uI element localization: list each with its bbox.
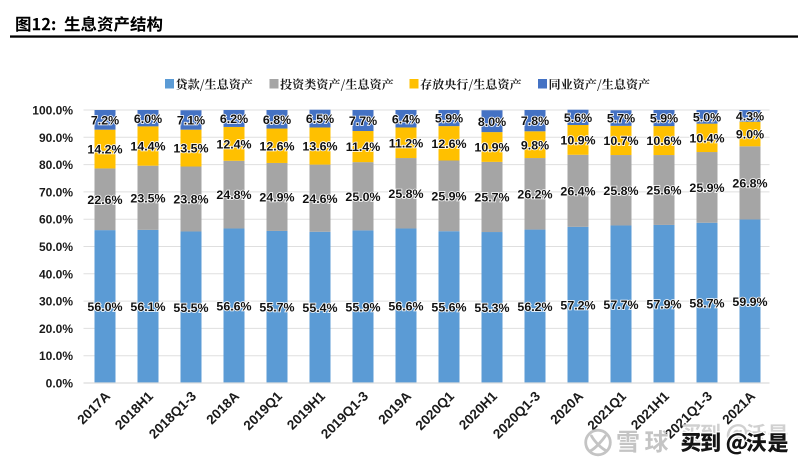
- svg-text:24.6%: 24.6%: [302, 192, 337, 206]
- svg-text:25.7%: 25.7%: [474, 191, 509, 205]
- svg-text:25.9%: 25.9%: [689, 181, 724, 195]
- svg-text:55.3%: 55.3%: [474, 301, 509, 315]
- svg-text:60.0%: 60.0%: [39, 213, 73, 227]
- svg-text:6.4%: 6.4%: [392, 112, 420, 126]
- svg-text:7.1%: 7.1%: [177, 114, 205, 128]
- svg-text:7.8%: 7.8%: [521, 114, 549, 128]
- svg-text:6.2%: 6.2%: [220, 112, 248, 126]
- svg-text:24.9%: 24.9%: [259, 191, 294, 205]
- svg-text:26.8%: 26.8%: [732, 177, 767, 191]
- svg-text:26.2%: 26.2%: [517, 187, 552, 201]
- svg-text:12.6%: 12.6%: [259, 139, 294, 153]
- svg-text:14.4%: 14.4%: [130, 140, 165, 154]
- svg-text:57.2%: 57.2%: [560, 299, 595, 313]
- svg-text:59.9%: 59.9%: [732, 295, 767, 309]
- svg-text:56.6%: 56.6%: [216, 299, 251, 313]
- svg-text:55.4%: 55.4%: [302, 301, 337, 315]
- svg-text:11.2%: 11.2%: [389, 136, 423, 150]
- svg-text:12.4%: 12.4%: [216, 138, 251, 152]
- svg-text:80.0%: 80.0%: [39, 158, 73, 172]
- svg-text:56.2%: 56.2%: [517, 300, 552, 314]
- svg-text:8.0%: 8.0%: [478, 115, 506, 129]
- svg-text:12.6%: 12.6%: [431, 137, 466, 151]
- svg-text:10.9%: 10.9%: [474, 141, 509, 155]
- svg-text:55.7%: 55.7%: [259, 301, 294, 315]
- svg-text:55.6%: 55.6%: [431, 301, 466, 315]
- svg-text:50.0%: 50.0%: [39, 240, 73, 254]
- svg-text:24.8%: 24.8%: [216, 188, 251, 202]
- svg-text:10.4%: 10.4%: [689, 131, 724, 145]
- svg-text:6.0%: 6.0%: [134, 112, 162, 126]
- svg-text:22.6%: 22.6%: [87, 193, 122, 207]
- svg-text:30.0%: 30.0%: [39, 295, 73, 309]
- svg-text:57.7%: 57.7%: [603, 298, 638, 312]
- svg-text:56.6%: 56.6%: [388, 299, 423, 313]
- svg-text:23.5%: 23.5%: [130, 191, 165, 205]
- svg-text:10.9%: 10.9%: [560, 134, 595, 148]
- svg-text:9.8%: 9.8%: [521, 138, 549, 152]
- svg-text:90.0%: 90.0%: [39, 131, 73, 145]
- svg-text:5.9%: 5.9%: [650, 112, 678, 126]
- svg-text:10.6%: 10.6%: [646, 134, 681, 148]
- svg-text:11.4%: 11.4%: [346, 140, 380, 154]
- svg-text:70.0%: 70.0%: [39, 185, 73, 199]
- svg-text:100.0%: 100.0%: [32, 104, 73, 118]
- svg-text:13.6%: 13.6%: [302, 140, 337, 154]
- svg-text:23.8%: 23.8%: [173, 193, 208, 207]
- svg-text:13.5%: 13.5%: [173, 142, 208, 156]
- svg-text:57.9%: 57.9%: [646, 298, 681, 312]
- svg-text:5.7%: 5.7%: [607, 112, 635, 126]
- svg-text:58.7%: 58.7%: [689, 297, 724, 311]
- svg-text:7.7%: 7.7%: [349, 114, 377, 128]
- svg-text:4.3%: 4.3%: [736, 110, 764, 124]
- svg-text:25.8%: 25.8%: [603, 184, 638, 198]
- svg-text:5.0%: 5.0%: [693, 110, 721, 124]
- svg-text:10.7%: 10.7%: [603, 134, 638, 148]
- svg-text:0.0%: 0.0%: [46, 377, 74, 391]
- svg-text:25.9%: 25.9%: [431, 190, 466, 204]
- svg-text:6.8%: 6.8%: [263, 113, 291, 127]
- svg-text:5.9%: 5.9%: [435, 112, 463, 126]
- svg-text:25.0%: 25.0%: [345, 190, 380, 204]
- svg-text:25.8%: 25.8%: [388, 187, 423, 201]
- svg-text:10.0%: 10.0%: [39, 349, 73, 363]
- svg-text:9.0%: 9.0%: [736, 128, 764, 142]
- svg-text:20.0%: 20.0%: [39, 322, 73, 336]
- svg-text:6.5%: 6.5%: [306, 112, 334, 126]
- svg-text:40.0%: 40.0%: [39, 267, 73, 281]
- svg-text:26.4%: 26.4%: [560, 184, 595, 198]
- svg-text:55.5%: 55.5%: [173, 301, 208, 315]
- svg-text:55.9%: 55.9%: [345, 300, 380, 314]
- svg-text:7.2%: 7.2%: [91, 113, 119, 127]
- svg-text:56.0%: 56.0%: [87, 300, 122, 314]
- svg-text:14.2%: 14.2%: [87, 143, 122, 157]
- svg-text:25.6%: 25.6%: [646, 184, 681, 198]
- svg-text:5.6%: 5.6%: [564, 111, 592, 125]
- svg-text:56.1%: 56.1%: [130, 300, 165, 314]
